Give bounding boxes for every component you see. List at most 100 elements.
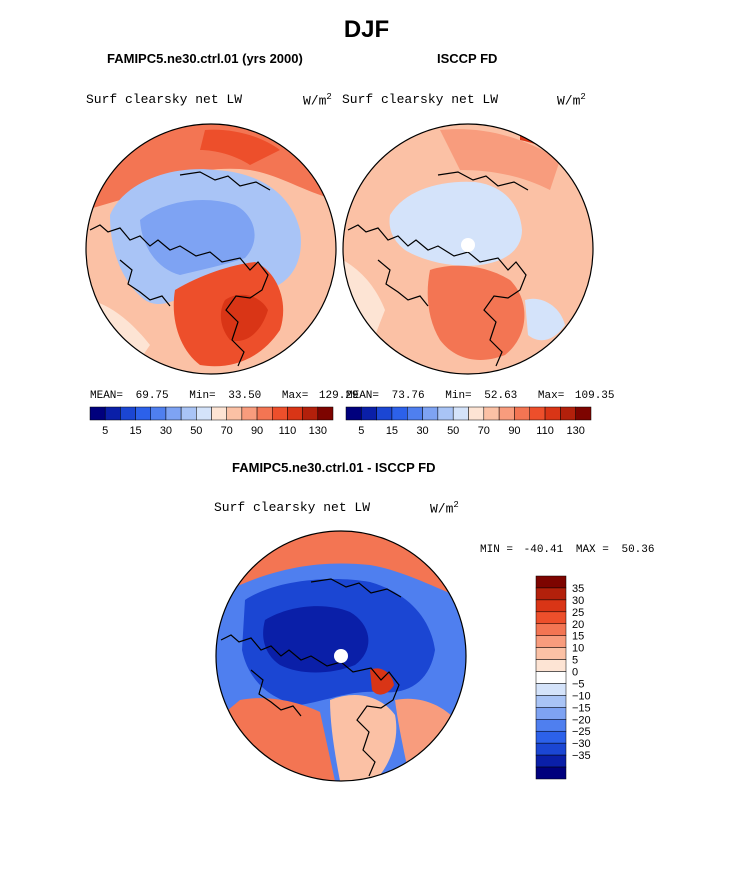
cbar2-color-14 xyxy=(560,406,576,421)
cbar2-tick-label: 70 xyxy=(478,425,490,437)
panel1-mean-label: MEAN= xyxy=(90,390,124,402)
map2-atlantic-warm xyxy=(427,265,525,360)
cbar1-tick-label: 30 xyxy=(160,425,172,437)
cbar2-color-4 xyxy=(407,406,423,421)
cbar2-tick-label: 30 xyxy=(416,425,428,437)
panel3-max-value: 50.36 xyxy=(621,544,655,556)
cbar1-color-11 xyxy=(256,406,273,421)
panel2-mean-value: 73.76 xyxy=(391,390,425,402)
cbar2-color-0 xyxy=(345,406,362,421)
map2-cool-patch xyxy=(525,298,565,341)
map3-pale-sector xyxy=(330,695,397,781)
cbar1-color-5 xyxy=(165,406,182,421)
cbar2-color-5 xyxy=(422,406,439,421)
cbar3-tick-label: −20 xyxy=(572,714,591,726)
cbar3-color-14 xyxy=(535,742,567,756)
cbar3-color-6 xyxy=(535,647,567,660)
cbar3-tick-label: 25 xyxy=(572,607,584,619)
cbar1-color-15 xyxy=(317,406,334,421)
cbar3-tick-label: 35 xyxy=(572,583,584,595)
cbar1-color-10 xyxy=(241,406,258,421)
cbar2-color-6 xyxy=(437,406,454,421)
panel2-field-label: Surf clearsky net LW xyxy=(342,92,499,107)
panel1-units-exp: 2 xyxy=(326,92,332,102)
cbar3-color-13 xyxy=(535,730,567,744)
panel1-min-label: Min= xyxy=(189,390,216,402)
cbar2-color-8 xyxy=(468,406,485,421)
cbar1-tick-label: 130 xyxy=(309,425,327,437)
panel2-min-value: 52.63 xyxy=(484,390,518,402)
map2-border xyxy=(342,123,594,375)
map1-coastlines xyxy=(89,171,271,367)
map1-border xyxy=(85,123,337,375)
map1-hot-spot xyxy=(220,294,268,341)
cbar3-color-2 xyxy=(535,599,567,613)
cbar1-color-3 xyxy=(135,406,151,421)
map1-north-warm xyxy=(86,124,336,210)
cbar1-color-8 xyxy=(211,406,227,421)
cbar1-color-7 xyxy=(196,406,212,421)
panel1-colorbar: 5 15 30 50 70 90 110 130 xyxy=(89,406,334,437)
cbar2-color-7 xyxy=(452,406,469,421)
cbar3-color-11 xyxy=(535,707,567,720)
cbar1-color-1 xyxy=(104,406,121,421)
cbar1-tick-label: 90 xyxy=(251,425,263,437)
panel2-max-label: Max= xyxy=(537,390,565,402)
panel2-units-base: W/m xyxy=(557,93,581,109)
cbar2-tick-label: 90 xyxy=(508,425,520,437)
cbar1-color-6 xyxy=(180,406,197,421)
cbar3-tick-label: −25 xyxy=(572,726,591,738)
cbar2-color-12 xyxy=(529,406,546,421)
cbar2-color-2 xyxy=(376,406,393,421)
panel2-max-value: 109.35 xyxy=(574,390,615,402)
cbar3-tick-label: 20 xyxy=(572,619,584,631)
cbar3-tick-label: 15 xyxy=(572,631,584,643)
map2-coastlines xyxy=(347,171,529,367)
cbar1-tick-label: 70 xyxy=(221,425,233,437)
map2-north-warm xyxy=(440,129,560,190)
panel1-units-base: W/m xyxy=(303,93,327,109)
cbar2-tick-label: 130 xyxy=(567,425,585,437)
map3-east-warm xyxy=(395,698,466,781)
cbar2-color-9 xyxy=(483,406,500,421)
map1-core-cold xyxy=(140,200,255,275)
cbar3-color-4 xyxy=(535,623,567,636)
cbar1-tick-label: 110 xyxy=(279,425,297,437)
panel3-title: FAMIPC5.ne30.ctrl.01 - ISCCP FD xyxy=(232,460,436,475)
cbar1-color-0 xyxy=(89,406,106,421)
cbar3-color-10 xyxy=(535,695,567,708)
cbar3-color-15 xyxy=(535,754,567,768)
panel3-units-base: W/m xyxy=(430,501,454,517)
cbar2-color-15 xyxy=(575,406,592,421)
page-title: DJF xyxy=(343,16,390,43)
panel1-units: W/m2 xyxy=(303,92,332,108)
cbar2-color-10 xyxy=(498,406,515,421)
cbar3-tick-label: 30 xyxy=(572,595,584,607)
cbar3-tick-label: −35 xyxy=(572,750,591,762)
panel3-min-value: -40.41 xyxy=(523,544,564,556)
cbar2-color-3 xyxy=(391,406,408,421)
cbar2-tick-label: 110 xyxy=(536,425,554,437)
map2-pole-missing xyxy=(461,238,475,252)
panel2-title: ISCCP FD xyxy=(437,51,498,66)
panel1-mean-value: 69.75 xyxy=(135,390,169,402)
cbar3-tick-label: 10 xyxy=(572,643,584,655)
panel1-field-label: Surf clearsky net LW xyxy=(86,92,243,107)
cbar3-color-0 xyxy=(535,575,567,589)
cbar3-color-5 xyxy=(535,635,567,648)
cbar3-color-7 xyxy=(535,659,567,672)
cbar2-color-11 xyxy=(514,406,530,421)
panel2-mean-label: MEAN= xyxy=(346,390,380,402)
cbar2-tick-label: 50 xyxy=(447,425,459,437)
cbar3-tick-label: 0 xyxy=(572,667,578,679)
panel2-colorbar: 5 15 30 50 70 90 110 130 xyxy=(345,406,592,437)
cbar3-tick-label: −15 xyxy=(572,702,591,714)
map3-coastlines xyxy=(220,578,402,777)
panel1-polar-map xyxy=(86,124,336,374)
cbar3-color-9 xyxy=(535,683,567,696)
cbar2-tick-label: 15 xyxy=(386,425,398,437)
panel3-units-exp: 2 xyxy=(453,500,459,510)
cbar1-tick-label: 50 xyxy=(190,425,202,437)
